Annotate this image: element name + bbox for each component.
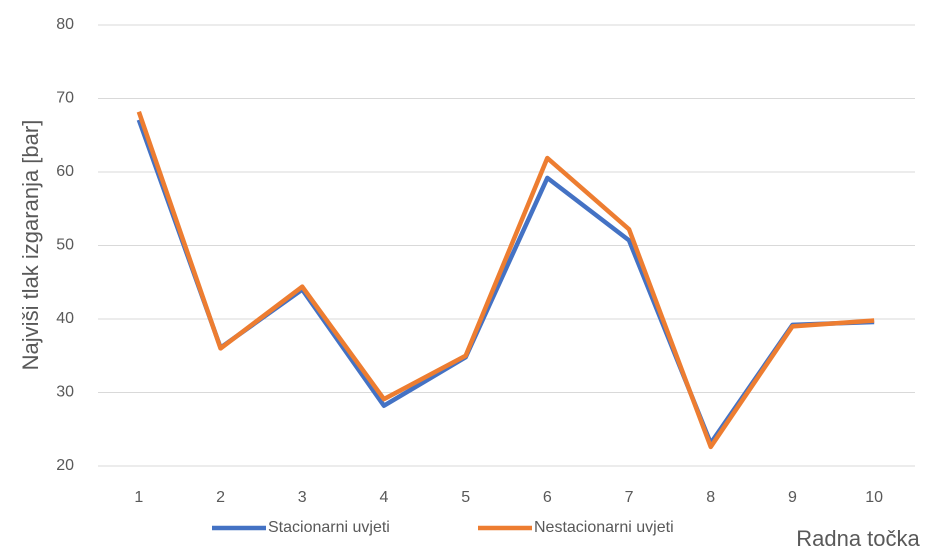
y-axis-label: Najviši tlak izgaranja [bar]	[18, 120, 43, 371]
x-axis-label: Radna točka	[796, 526, 920, 551]
x-tick-label: 7	[625, 489, 634, 506]
y-tick-label: 50	[56, 237, 74, 254]
x-tick-label: 4	[379, 489, 388, 506]
y-tick-label: 80	[56, 16, 74, 33]
x-tick-label: 9	[788, 489, 797, 506]
legend-label: Stacionarni uvjeti	[268, 519, 390, 536]
x-tick-label: 10	[865, 489, 883, 506]
y-tick-label: 30	[56, 384, 74, 401]
x-tick-label: 2	[216, 489, 225, 506]
x-tick-label: 3	[298, 489, 307, 506]
y-tick-label: 40	[56, 310, 74, 327]
x-tick-label: 5	[461, 489, 470, 506]
y-tick-label: 20	[56, 457, 74, 474]
y-tick-label: 70	[56, 90, 74, 107]
y-tick-label: 60	[56, 163, 74, 180]
series-line	[136, 119, 875, 446]
x-tick-label: 8	[706, 489, 715, 506]
x-tick-label: 6	[543, 489, 552, 506]
series-line	[136, 110, 875, 450]
legend-label: Nestacionarni uvjeti	[534, 519, 674, 536]
x-tick-label: 1	[134, 489, 143, 506]
